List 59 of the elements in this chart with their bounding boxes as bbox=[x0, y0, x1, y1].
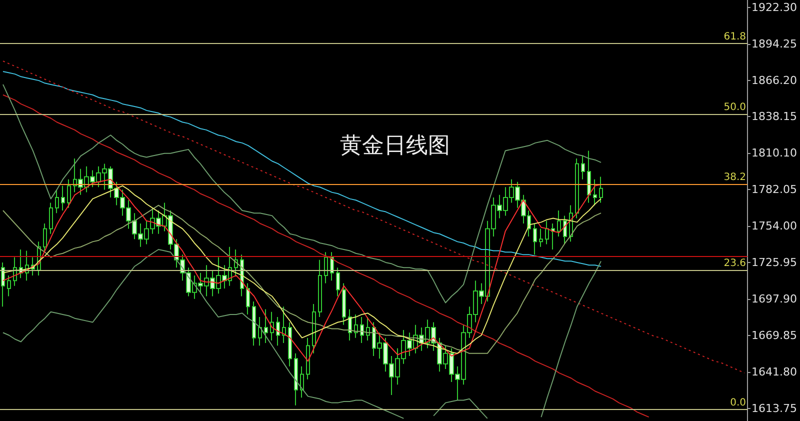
y-tick-label: 1922.30 bbox=[752, 0, 798, 14]
y-tick-label: 1725.95 bbox=[752, 256, 798, 270]
y-tick-label: 1641.80 bbox=[752, 365, 798, 378]
candlestick bbox=[354, 314, 358, 338]
candlestick bbox=[575, 158, 579, 219]
candlestick bbox=[294, 352, 298, 406]
candlestick bbox=[360, 316, 364, 344]
candlestick bbox=[246, 282, 250, 315]
candlestick bbox=[258, 316, 262, 346]
annotation: 50.0 bbox=[724, 102, 746, 114]
candlestick bbox=[318, 259, 322, 318]
candlestick bbox=[7, 274, 11, 297]
annotation: 61.8 bbox=[724, 31, 746, 42]
candlestick bbox=[545, 220, 549, 245]
candlestick bbox=[1, 262, 5, 308]
candlestick bbox=[49, 202, 53, 234]
candlestick bbox=[581, 155, 585, 180]
line-series bbox=[2, 70, 602, 267]
candlestick bbox=[563, 215, 567, 245]
annotation: 0.0 bbox=[730, 397, 746, 408]
candlestick bbox=[55, 189, 59, 214]
candlestick bbox=[324, 252, 328, 284]
y-tick-label: 1697.90 bbox=[752, 292, 798, 306]
y-tick-label: 1838.15 bbox=[752, 110, 798, 124]
candlestick bbox=[276, 316, 280, 346]
candlestick bbox=[306, 337, 310, 380]
annotation: 38.2 bbox=[724, 172, 746, 183]
candlestick bbox=[288, 322, 292, 367]
y-tick-label: 1866.20 bbox=[752, 74, 798, 87]
line-series bbox=[2, 60, 746, 374]
candlestick bbox=[599, 176, 603, 204]
candlestick bbox=[67, 178, 71, 208]
candlestick bbox=[336, 267, 340, 297]
y-tick-label: 1894.25 bbox=[752, 37, 798, 50]
candlestick bbox=[551, 222, 555, 250]
annotation: 23.6 bbox=[724, 258, 746, 270]
candlestick bbox=[366, 316, 370, 341]
candlestick bbox=[539, 228, 543, 248]
candlestick bbox=[557, 210, 561, 237]
candlestick bbox=[342, 282, 346, 326]
candlestick bbox=[312, 304, 316, 354]
text: 黄金日线图 bbox=[340, 134, 450, 158]
y-tick-label: 1754.00 bbox=[752, 220, 798, 233]
y-tick-label: 1782.05 bbox=[752, 183, 798, 196]
candlestick bbox=[593, 178, 597, 206]
candlestick bbox=[282, 306, 286, 344]
candlestick bbox=[234, 248, 238, 276]
candlestick bbox=[300, 366, 304, 398]
candlestick bbox=[252, 300, 256, 346]
y-tick-label: 1810.10 bbox=[752, 146, 798, 160]
y-tick-label: 1613.75 bbox=[752, 402, 798, 415]
candlestick bbox=[533, 222, 537, 256]
candlestick bbox=[587, 150, 591, 204]
y-tick-label: 1669.85 bbox=[752, 328, 798, 342]
line-series bbox=[2, 94, 650, 418]
candlestick bbox=[61, 185, 65, 211]
line-series bbox=[2, 84, 602, 304]
candlestick bbox=[43, 222, 47, 253]
candlestick bbox=[264, 308, 268, 344]
